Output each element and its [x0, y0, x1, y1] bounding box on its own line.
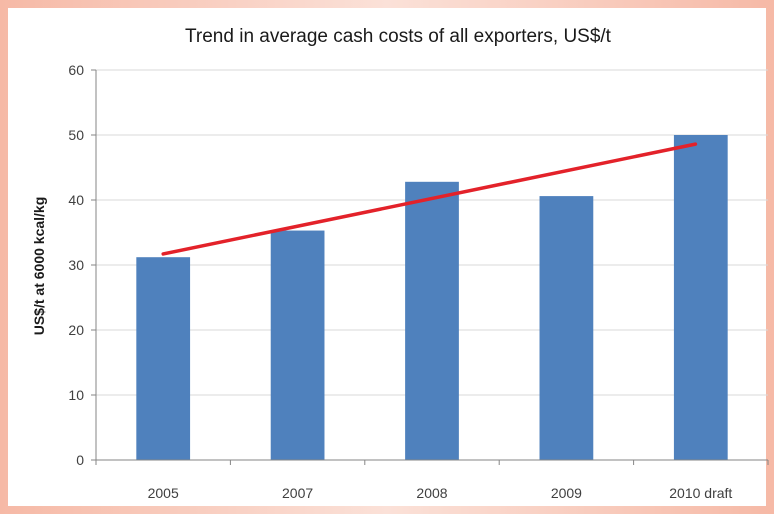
chart-panel: [8, 8, 766, 506]
bar-2007: [270, 230, 325, 460]
x-tick-label: 2007: [282, 485, 313, 501]
bar-2005: [136, 257, 191, 460]
axes: 0 10 20 30 40 50 60 2005 2007 2008 2009 2010 draft: [68, 62, 769, 501]
y-tick-label: 20: [68, 322, 84, 338]
y-tick-label: 40: [68, 192, 84, 208]
bar-2009: [539, 196, 594, 460]
trendline: [161, 142, 698, 256]
x-tick-label: 2010 draft: [669, 485, 732, 501]
y-tick-label: 10: [68, 387, 84, 403]
bars: [136, 135, 728, 461]
y-axis-label: US$/t at 6000 kcal/kg: [31, 197, 47, 336]
bar-2008: [405, 181, 459, 461]
y-tick-label: 30: [68, 257, 84, 273]
y-tick-label: 0: [76, 452, 84, 468]
x-tick-label: 2008: [416, 485, 447, 501]
chart-title: Trend in average cash costs of all expor…: [185, 26, 612, 47]
y-tick-label: 60: [68, 62, 84, 78]
bar-2010-draft: [673, 135, 728, 460]
x-tick-label: 2005: [148, 485, 179, 501]
trend-line: [161, 142, 698, 256]
y-tick-label: 50: [68, 127, 84, 143]
x-tick-label: 2009: [551, 485, 582, 501]
